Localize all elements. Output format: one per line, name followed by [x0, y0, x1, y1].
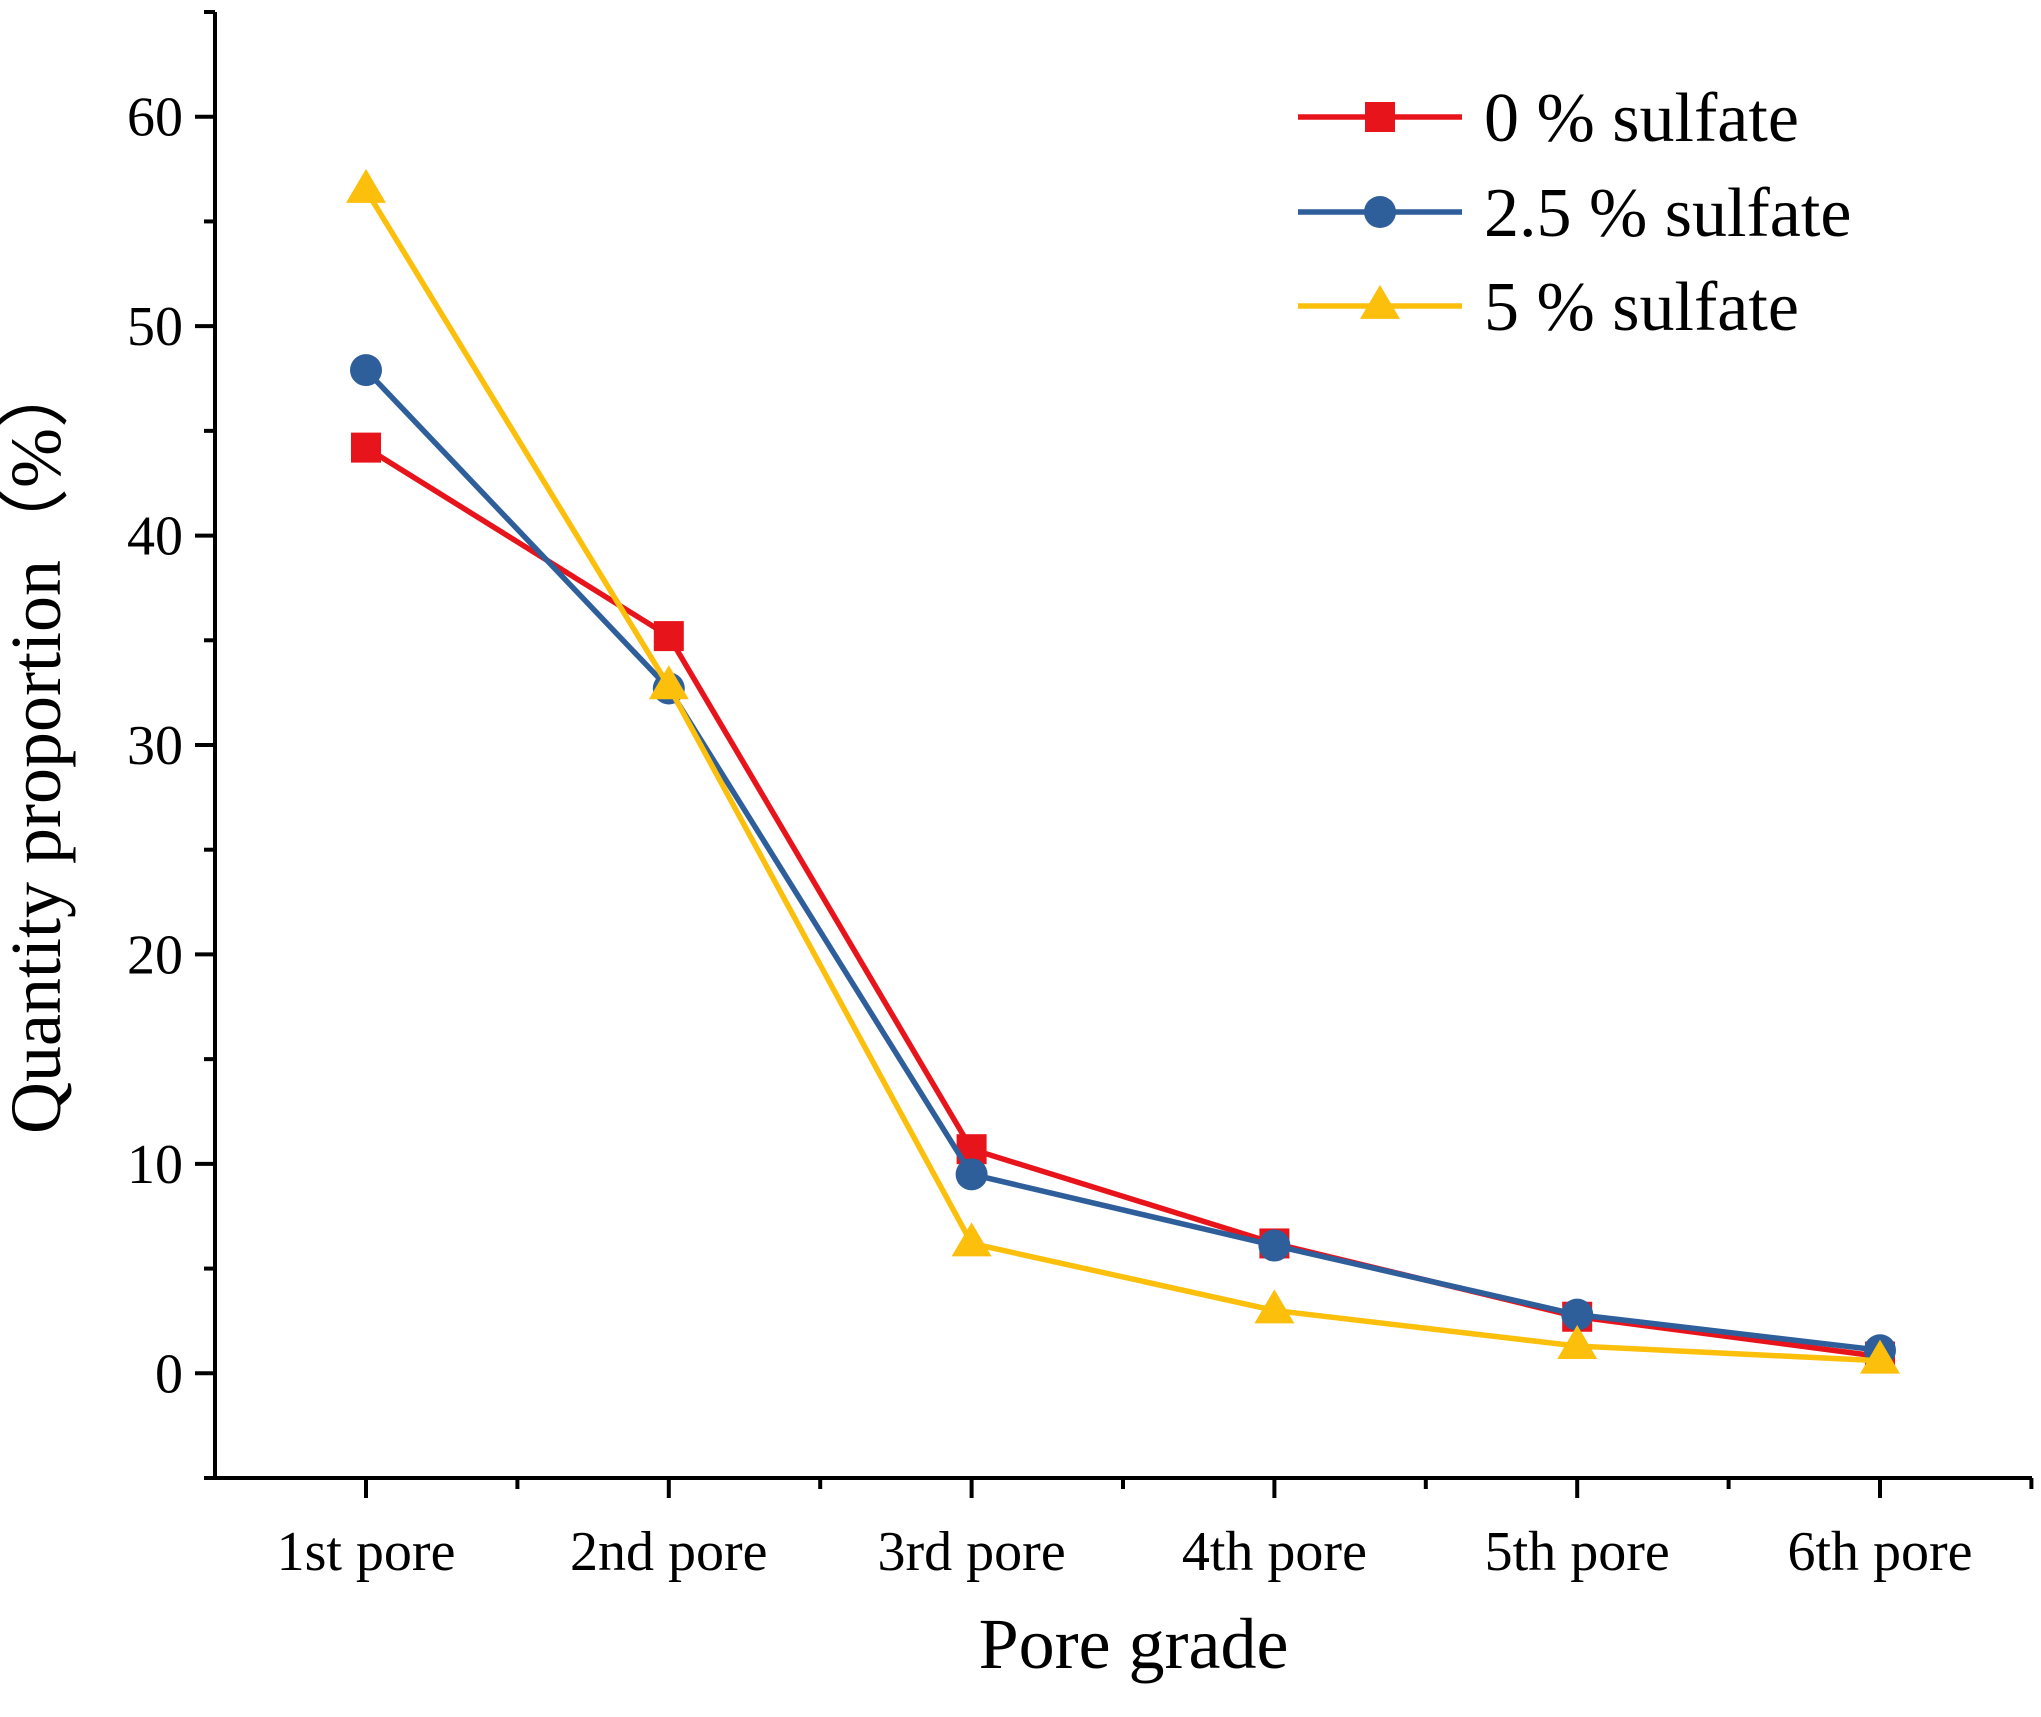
- x-axis-title: Pore grade: [979, 1604, 1289, 1684]
- y-tick-label: 60: [127, 87, 183, 149]
- data-point: [1258, 1229, 1291, 1262]
- y-tick-label: 30: [127, 715, 183, 777]
- data-point: [351, 432, 381, 463]
- data-point: [346, 168, 386, 203]
- data-point: [648, 665, 689, 700]
- y-tick-label: 10: [127, 1134, 183, 1196]
- series-line: [363, 188, 1881, 1364]
- series-layer: [346, 168, 1900, 1374]
- legend-marker: [1364, 196, 1396, 228]
- axes: 0 10 20 30 40 50 60 1st pore 2nd pore 3rd pore 4th…: [127, 10, 2034, 1583]
- x-tick-label: 1st pore: [277, 1521, 456, 1583]
- legend-marker: [1360, 284, 1400, 319]
- series-0: [351, 432, 1895, 1372]
- legend-marker: [1365, 102, 1395, 132]
- data-point: [350, 354, 382, 387]
- y-tick-label: 50: [127, 296, 183, 358]
- y-tick-label: 40: [127, 506, 183, 568]
- data-point: [1557, 1324, 1598, 1359]
- legend-label: 5 % sulfate: [1484, 269, 1799, 346]
- data-point: [1561, 1298, 1594, 1331]
- series-1: [350, 354, 1896, 1367]
- x-tick-label: 6th pore: [1787, 1521, 1972, 1583]
- legend: 0 % sulfate 2.5 % sulfate 5 % sulfate: [1298, 80, 1851, 346]
- y-tick-label: 0: [155, 1343, 183, 1405]
- data-point: [1254, 1289, 1295, 1324]
- series-line: [364, 368, 1881, 1353]
- data-point: [1860, 1339, 1900, 1374]
- legend-label: 2.5 % sulfate: [1484, 175, 1851, 252]
- series-2: [346, 168, 1900, 1374]
- data-point: [653, 621, 684, 652]
- data-point: [955, 1158, 988, 1191]
- x-tick-label: 2nd pore: [570, 1521, 768, 1583]
- data-point: [951, 1222, 992, 1257]
- y-tick-label: 20: [127, 924, 183, 986]
- y-axis-title: Quantity proportion（%）: [0, 356, 76, 1134]
- x-tick-label: 4th pore: [1182, 1521, 1367, 1583]
- x-tick-label: 5th pore: [1485, 1521, 1670, 1583]
- legend-label: 0 % sulfate: [1484, 80, 1799, 157]
- series-line: [364, 445, 1881, 1360]
- x-tick-label: 3rd pore: [878, 1521, 1066, 1583]
